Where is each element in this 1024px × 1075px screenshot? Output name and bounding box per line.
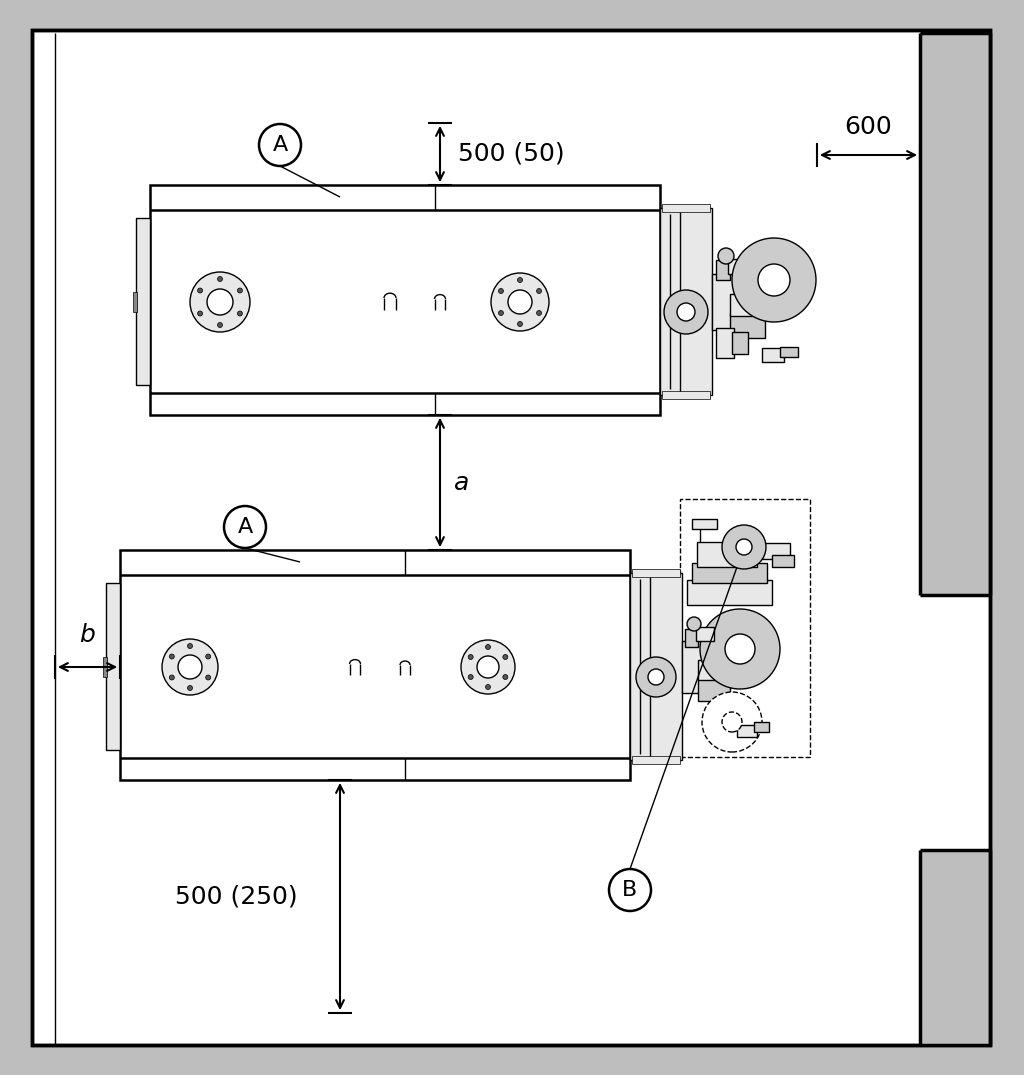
Circle shape [206,654,211,659]
Bar [728,259,748,274]
Circle shape [178,655,202,679]
Circle shape [537,311,542,315]
Bar [737,725,757,737]
Circle shape [700,610,780,689]
Text: a: a [454,471,469,495]
Bar [660,207,712,395]
Text: A: A [238,517,253,538]
Circle shape [702,692,762,752]
Bar [692,563,767,583]
Circle shape [485,645,490,649]
Circle shape [636,657,676,697]
Circle shape [187,686,193,690]
Bar [762,348,784,362]
Bar [692,519,717,529]
Circle shape [722,525,766,569]
Circle shape [490,273,549,331]
Circle shape [648,669,664,685]
Circle shape [206,675,211,680]
Bar [698,678,730,701]
Bar [754,722,769,732]
Circle shape [207,289,233,315]
Circle shape [503,674,508,679]
Bar [136,218,150,385]
Circle shape [187,644,193,648]
Circle shape [503,655,508,659]
Bar [730,313,765,338]
Bar [685,629,698,647]
Circle shape [224,506,266,548]
Circle shape [537,288,542,293]
Bar [150,185,660,415]
Text: 500 (250): 500 (250) [175,885,298,908]
Circle shape [722,712,742,732]
Circle shape [217,276,222,282]
Bar [630,573,682,760]
Circle shape [461,640,515,694]
Circle shape [238,288,243,293]
Bar [697,542,757,567]
Bar [772,555,794,567]
Text: B: B [623,880,638,900]
Circle shape [732,238,816,322]
Circle shape [190,272,250,332]
Bar [632,756,680,764]
Bar [732,332,748,354]
Circle shape [162,639,218,696]
Circle shape [468,655,473,659]
Bar [730,270,765,292]
Circle shape [758,264,790,296]
Bar [780,347,798,357]
Circle shape [718,248,734,264]
Circle shape [169,675,174,680]
Circle shape [499,311,504,315]
Bar [716,260,730,280]
Text: 500 (50): 500 (50) [458,142,564,166]
Circle shape [169,654,174,659]
Circle shape [736,539,752,555]
Circle shape [508,290,532,314]
Bar [632,569,680,577]
Circle shape [677,303,695,321]
Bar [730,293,765,316]
Bar [698,660,730,680]
Bar [103,657,106,677]
Text: A: A [272,135,288,155]
Bar [712,274,734,330]
Circle shape [687,617,701,631]
Bar [716,328,734,358]
Bar [682,641,702,693]
Circle shape [664,290,708,334]
Circle shape [198,288,203,293]
Bar [920,30,990,594]
Circle shape [485,685,490,689]
Circle shape [725,634,755,664]
Bar [762,543,790,559]
Bar [696,627,714,641]
Text: 600: 600 [845,115,892,139]
Circle shape [259,124,301,166]
Text: b: b [80,624,95,647]
Bar [920,850,990,1045]
Circle shape [609,869,651,911]
Bar [133,292,137,312]
Circle shape [198,311,203,316]
Bar [120,550,630,780]
Circle shape [477,656,499,678]
Bar [698,639,730,659]
Bar [680,499,810,757]
Circle shape [238,311,243,316]
Circle shape [217,322,222,328]
Circle shape [499,288,504,293]
Bar [662,391,710,399]
Circle shape [517,277,522,283]
Bar [662,204,710,212]
Bar [106,583,120,750]
Circle shape [468,674,473,679]
Circle shape [517,321,522,327]
Bar [687,580,772,605]
